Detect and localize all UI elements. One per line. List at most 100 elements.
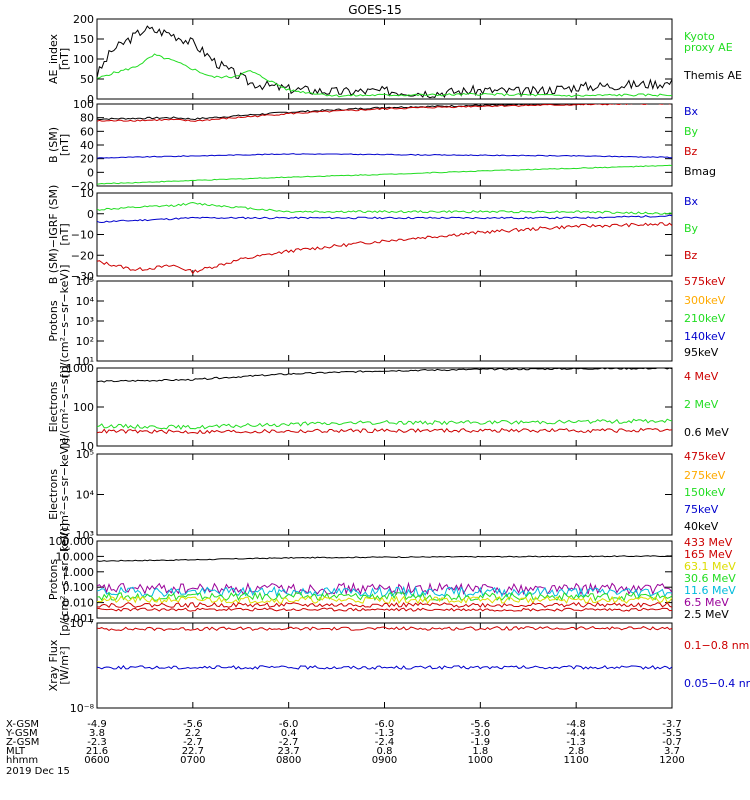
ephemeris-value: 0.4 xyxy=(281,728,297,739)
legend-entry: Themis AE xyxy=(683,69,742,82)
panel-7: 0.0010.0100.1001.00010.000100.000Protons… xyxy=(47,523,736,636)
y-axis-label-line: Xray Flux xyxy=(47,639,60,691)
series-line-165-mev xyxy=(97,601,672,609)
legend-entry-line: By xyxy=(684,222,699,235)
legend-entry: 575keV xyxy=(684,275,726,288)
y-tick-label: 0.010 xyxy=(63,597,95,610)
ephemeris-value: -4.8 xyxy=(566,719,586,730)
y-tick-label: −30 xyxy=(71,270,94,283)
ephemeris-value: 1100 xyxy=(563,755,588,766)
legend-entry-line: Bz xyxy=(684,249,698,262)
ephemeris-value: 0800 xyxy=(276,755,301,766)
series-line-kyoto-proxy-ae xyxy=(97,53,672,98)
y-axis-label: Electrons[e/(cm²−s−sr−keV)] xyxy=(47,438,71,551)
y-axis-label-line: B (SM) xyxy=(47,127,60,163)
series-line-by xyxy=(97,201,672,215)
series-line-433-mev xyxy=(97,607,672,612)
y-tick-label: 0 xyxy=(87,166,94,179)
legend-entry: Bz xyxy=(684,145,698,158)
series-line-by xyxy=(97,164,672,185)
legend-entry-line: 75keV xyxy=(684,503,719,516)
y-tick-label: 100 xyxy=(73,53,94,66)
ephemeris-value: 3.8 xyxy=(89,728,105,739)
legend-entry: 6.5 MeV xyxy=(684,596,729,609)
legend-entry: 433 MeV xyxy=(684,536,733,549)
legend-entry: 2.5 MeV xyxy=(684,608,729,621)
legend-entry-line: 575keV xyxy=(684,275,726,288)
ephemeris-value: -1.3 xyxy=(566,737,586,748)
y-tick-label: 20 xyxy=(80,153,94,166)
legend-entry: 300keV xyxy=(684,294,726,307)
ephemeris-value: 1200 xyxy=(659,755,684,766)
ephemeris-value: 1000 xyxy=(468,755,493,766)
legend-entry-line: proxy AE xyxy=(684,41,733,54)
y-axis-label-line: Electrons xyxy=(47,469,60,520)
series-line-bz xyxy=(97,104,671,122)
ephemeris-value: 0700 xyxy=(180,755,205,766)
series-line-2-mev xyxy=(97,418,672,431)
legend-entry-line: Bx xyxy=(684,195,699,208)
legend-entry-line: 210keV xyxy=(684,312,726,325)
legend-entry: 75keV xyxy=(684,503,719,516)
series-group xyxy=(97,625,672,670)
panel-4: 10¹ 10² 10³ 10⁴ 10⁵ Protons[p/(cm²−s−sr−keV)]… xyxy=(47,265,726,378)
y-axis-label-line: [nT] xyxy=(58,48,71,70)
series-line-0-6-mev xyxy=(97,368,672,383)
y-tick-label: 0 xyxy=(87,93,94,106)
y-tick-label: 0 xyxy=(87,208,94,221)
legend-entry: 4 MeV xyxy=(684,370,719,383)
ephemeris-value: -6.0 xyxy=(279,719,299,730)
y-axis-label-line: [nT] xyxy=(58,223,71,245)
y-tick-label: 10⁻⁸ xyxy=(70,702,95,715)
legend-entry: 150keV xyxy=(684,486,726,499)
legend-entry: 40keV xyxy=(684,520,719,533)
ephemeris-row-label: hhmm xyxy=(6,755,38,766)
y-axis-label-line: B (SM)−IGRF (SM) xyxy=(47,185,60,285)
y-tick-label: 10.000 xyxy=(56,550,95,563)
ephemeris-row-label: Y-GSM xyxy=(5,728,38,739)
ephemeris-value: 3.7 xyxy=(664,746,680,757)
y-tick-label: 80 xyxy=(80,112,94,125)
legend-entry-line: 40keV xyxy=(684,520,719,533)
ephemeris-value: 2.2 xyxy=(185,728,201,739)
ephemeris-value: 22.7 xyxy=(182,746,204,757)
series-group xyxy=(97,555,672,612)
legend-entry: Bx xyxy=(684,195,699,208)
legend-entry: 165 MeV xyxy=(684,548,733,561)
y-tick-label: 200 xyxy=(73,13,94,26)
series-line-30-6-mev xyxy=(97,591,672,602)
y-tick-label: −20 xyxy=(71,249,94,262)
panel-3: −30 −20 −10 0 10 B (SM)−IGRF (SM)[nT] Bx By Bz xyxy=(47,185,699,285)
legend-entry: 0.05−0.4 nm xyxy=(684,677,750,690)
legend-entry-line: Themis AE xyxy=(683,69,742,82)
y-axis-label-line: [e/(cm²−s−sr)] xyxy=(58,365,71,448)
y-axis-label: Protons[p/(cm²−s−sr−keV)] xyxy=(47,265,71,378)
y-tick-label: 10³ xyxy=(76,315,94,328)
ephemeris-value: -1.9 xyxy=(471,737,491,748)
y-axis-label-line: AE_index xyxy=(47,33,60,84)
date-label: 2019 Dec 15 xyxy=(6,766,70,777)
ephemeris-value: -5.6 xyxy=(471,719,491,730)
ephemeris-value: -4.9 xyxy=(87,719,107,730)
y-tick-label: 40 xyxy=(80,139,94,152)
y-axis-label: AE_index[nT] xyxy=(47,33,71,84)
y-tick-label: 10⁴ xyxy=(76,295,95,308)
y-tick-label: 10 xyxy=(80,187,94,200)
ephemeris-value: -2.7 xyxy=(183,737,203,748)
ephemeris-value: 2.8 xyxy=(568,746,584,757)
ephemeris-value: -6.0 xyxy=(375,719,395,730)
y-axis-label-line: Electrons xyxy=(47,381,60,432)
y-axis-label: B (SM)[nT] xyxy=(47,127,71,163)
y-tick-label: 10 xyxy=(80,440,94,453)
legend-entry: 475keV xyxy=(684,450,726,463)
series-group xyxy=(97,25,672,99)
series-line-bx xyxy=(97,153,672,159)
legend-entry-line: Bz xyxy=(684,145,698,158)
ephemeris-value: 0900 xyxy=(372,755,397,766)
legend-entry-line: 0.1−0.8 nm xyxy=(684,639,749,652)
legend-entry-line: 30.6 MeV xyxy=(684,572,736,585)
ephemeris-value: 21.6 xyxy=(86,746,108,757)
legend-entry: Kyoto proxy AE xyxy=(684,30,733,54)
